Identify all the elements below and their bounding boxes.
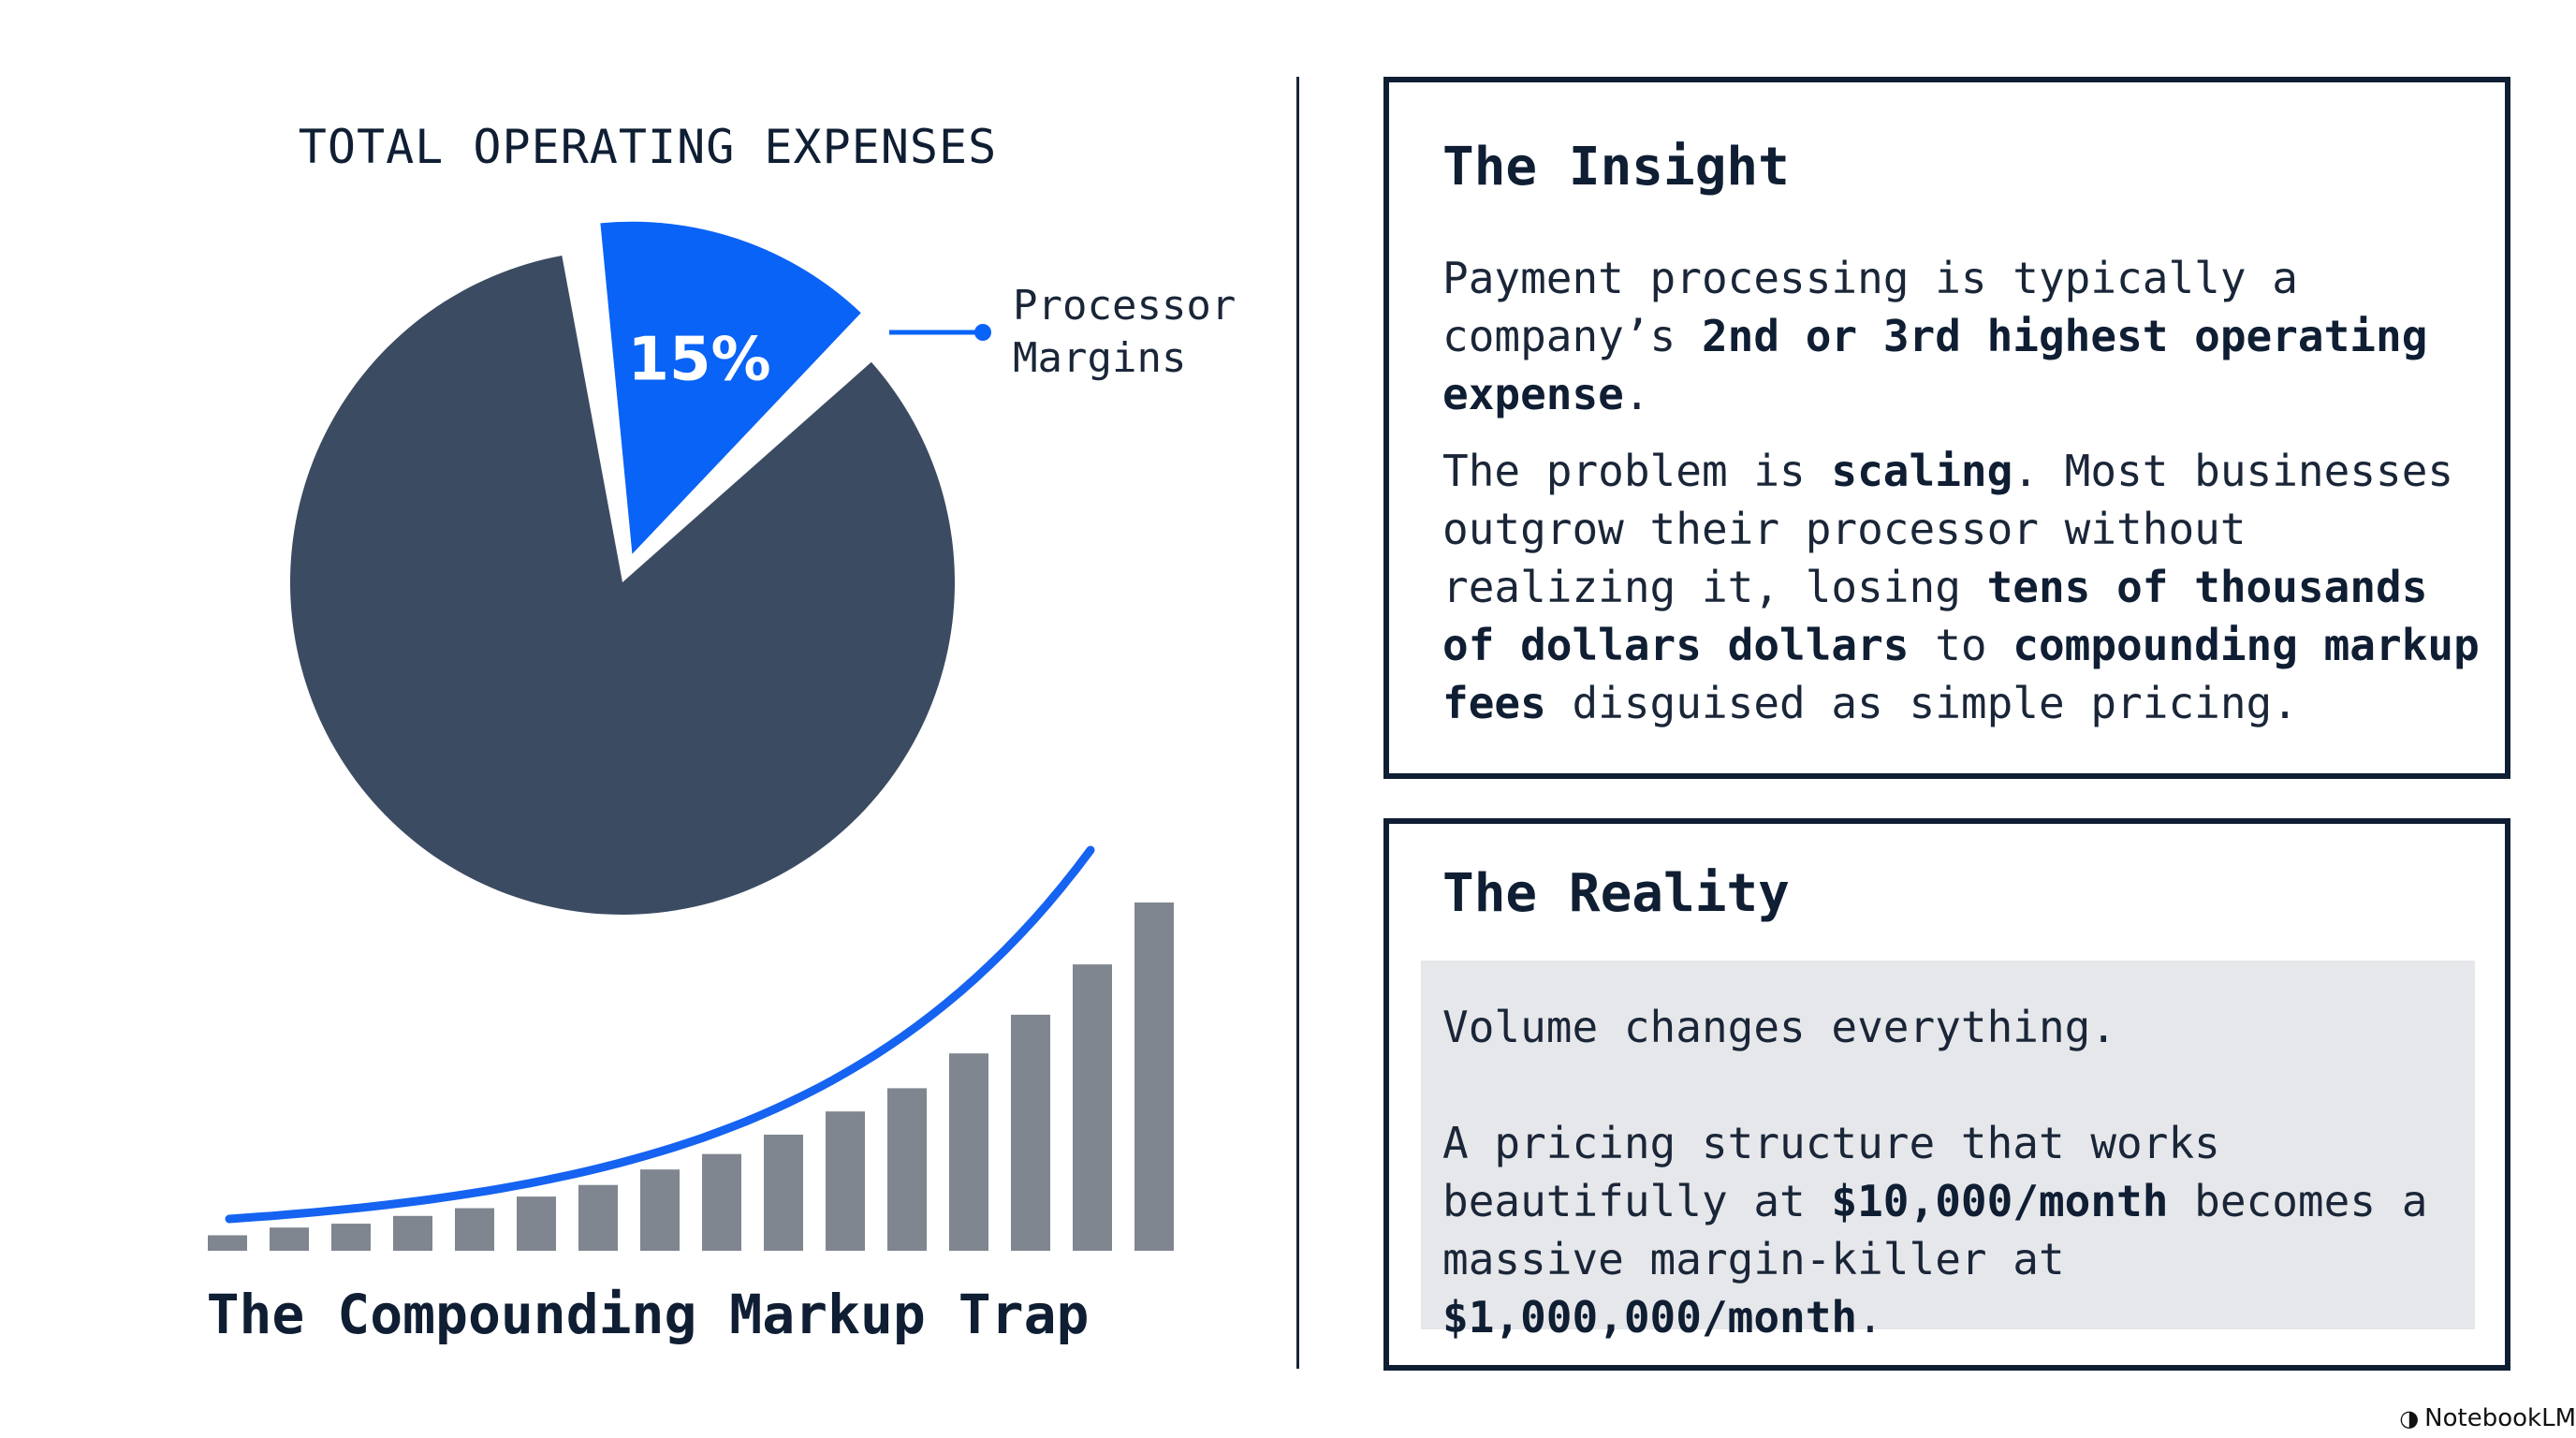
insight-paragraph-2: The problem is scaling. Most businesses …: [1442, 442, 2481, 732]
reality-callout-box: Volume changes everything. A pricing str…: [1421, 961, 2475, 1343]
charts-canvas: TOTAL OPERATING EXPENSES 15% Processor M…: [207, 120, 1261, 1346]
reality-title: The Reality: [1442, 863, 1790, 924]
bar: [826, 1111, 865, 1251]
bar: [331, 1224, 371, 1251]
bar: [640, 1169, 680, 1251]
body-text-run: Payment processing is typically a compan…: [1442, 253, 2298, 361]
insight-title: The Insight: [1442, 137, 1790, 198]
body-text-run: to: [1909, 620, 2013, 670]
bar-trend-line: [225, 845, 1095, 1224]
pie-slice-other-expenses: [289, 255, 955, 915]
bar: [517, 1196, 556, 1251]
bar-chart: [208, 902, 1174, 1251]
bar-chart-title: The Compounding Markup Trap: [207, 1283, 1090, 1346]
emphasis-text: 2nd or 3rd highest operating expense: [1442, 311, 2428, 419]
pie-chart-title: TOTAL OPERATING EXPENSES: [299, 120, 997, 174]
body-text-run: . Most businesses outgrow their processo…: [1442, 446, 2454, 612]
pie-legend-label: Processor Margins: [1013, 282, 1261, 382]
body-text-run: becomes a massive margin-killer at: [1442, 1176, 2428, 1284]
bar: [764, 1135, 803, 1251]
bar: [1011, 1014, 1050, 1251]
bar: [1073, 964, 1112, 1251]
body-text-run: .: [1623, 369, 1650, 419]
pie-chart: 15%: [289, 221, 955, 915]
pie-slice-processor-margins: [600, 221, 861, 554]
body-text-run: The problem is: [1442, 446, 1832, 496]
pie-legend-label-line-1: Processor: [1013, 282, 1236, 330]
pie-legend-label-line-2: Margins: [1013, 334, 1186, 382]
emphasis-text: compounding markup fees: [1442, 620, 2480, 728]
bar: [949, 1053, 988, 1251]
brand-name: NotebookLM: [2424, 1404, 2576, 1432]
bar: [393, 1215, 432, 1251]
emphasis-text: tens of thousands of dollars dollars: [1442, 562, 2428, 670]
bar: [1134, 902, 1174, 1251]
bar: [578, 1184, 618, 1251]
emphasis-text: $10,000/month: [1831, 1176, 2169, 1226]
bar: [887, 1088, 927, 1251]
body-text-run: A pricing structure that works beautiful…: [1442, 1118, 2220, 1226]
reality-paragraph-2: A pricing structure that works beautiful…: [1442, 1114, 2481, 1346]
reality-panel: The Reality Volume changes everything. A…: [1383, 818, 2510, 1371]
bar: [455, 1208, 494, 1251]
bar: [702, 1153, 741, 1251]
pie-leader-dot: [974, 324, 991, 341]
pie-slice-value-label: 15%: [627, 326, 770, 395]
vertical-divider: [1296, 77, 1299, 1369]
body-text-run: .: [1857, 1292, 1883, 1343]
body-text-run: disguised as simple pricing.: [1545, 678, 2298, 728]
reality-paragraph-1: Volume changes everything.: [1442, 1002, 2117, 1052]
notebooklm-logo-icon: ◑: [2399, 1405, 2420, 1431]
bar: [270, 1227, 309, 1251]
brand-watermark: ◑ NotebookLM: [2399, 1404, 2576, 1432]
insight-paragraph-1: Payment processing is typically a compan…: [1442, 249, 2472, 423]
insight-panel: The Insight Payment processing is typica…: [1383, 77, 2510, 779]
bar: [208, 1235, 247, 1251]
emphasis-text: $1,000,000/month: [1442, 1292, 1858, 1343]
emphasis-text: scaling: [1831, 446, 2013, 496]
